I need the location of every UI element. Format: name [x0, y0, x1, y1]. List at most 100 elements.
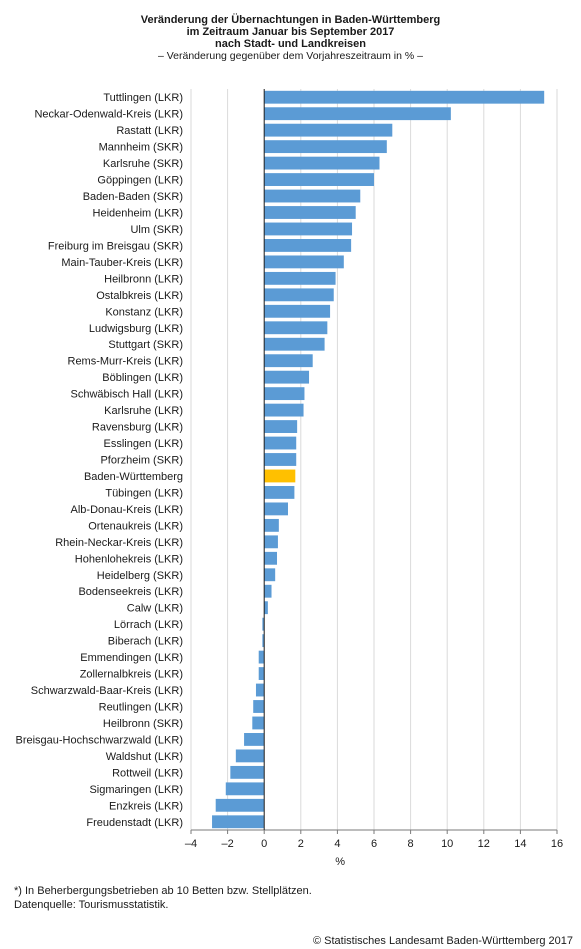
- copyright-credit: © Statistisches Landesamt Baden-Württemb…: [312, 935, 573, 947]
- category-label: Main-Tauber-Kreis (LKR): [61, 257, 183, 269]
- bar: [264, 568, 276, 582]
- bar: [264, 107, 451, 121]
- bar: [264, 453, 297, 466]
- bar: [264, 403, 304, 417]
- category-label: Bodenseekreis (LKR): [78, 586, 183, 598]
- x-tick-label: 0: [261, 838, 267, 850]
- x-tick-label: 12: [478, 838, 490, 850]
- category-label: Freiburg im Breisgau (SKR): [48, 240, 183, 252]
- bar: [264, 535, 278, 549]
- category-label: Hohenlohekreis (LKR): [75, 553, 183, 565]
- x-tick-label: –2: [221, 838, 233, 850]
- bar: [264, 321, 328, 335]
- chart-title-line-1: Veränderung der Übernachtungen in Baden-…: [140, 14, 441, 26]
- category-label: Ulm (SKR): [130, 224, 183, 236]
- bar: [264, 189, 361, 203]
- bar: [264, 173, 374, 186]
- bar: [264, 222, 353, 236]
- category-label: Stuttgart (SKR): [108, 339, 183, 351]
- category-label: Böblingen (LKR): [102, 372, 183, 384]
- bar: [264, 239, 352, 252]
- footnote-beds: *) In Beherbergungsbetrieben ab 10 Bette…: [14, 885, 312, 897]
- footnote-source: Datenquelle: Tourismusstatistik.: [14, 899, 169, 911]
- category-label: Karlsruhe (LKR): [104, 405, 183, 417]
- footnote-block: *) In Beherbergungsbetrieben ab 10 Bette…: [14, 884, 312, 912]
- category-label: Emmendingen (LKR): [80, 652, 183, 664]
- bar: [215, 798, 265, 812]
- category-label: Rhein-Neckar-Kreis (LKR): [55, 537, 183, 549]
- category-label: Lörrach (LKR): [114, 619, 183, 631]
- bar: [253, 700, 265, 713]
- category-label: Enzkreis (LKR): [109, 800, 183, 812]
- category-label: Ravensburg (LKR): [92, 422, 183, 434]
- chart-subtitle: – Veränderung gegenüber dem Vorjahreszei…: [157, 50, 423, 62]
- bar: [264, 601, 268, 615]
- bar-chart: Tuttlingen (LKR) Neckar-Odenwald-Kreis (L…: [15, 89, 563, 868]
- x-tick-label: 16: [551, 838, 563, 850]
- bar: [264, 518, 279, 532]
- x-tick-label: 6: [371, 838, 377, 850]
- bar: [258, 650, 265, 664]
- category-label: Mannheim (SKR): [99, 142, 183, 154]
- x-tick-label: –4: [185, 838, 197, 850]
- category-label: Schwäbisch Hall (LKR): [71, 389, 183, 401]
- x-tick-label: 4: [334, 838, 340, 850]
- category-label: Pforzheim (SKR): [100, 455, 183, 467]
- bar: [264, 420, 298, 433]
- category-label: Ortenaukreis (LKR): [88, 520, 183, 532]
- category-label: Göppingen (LKR): [97, 175, 183, 187]
- chart-title-line-3: nach Stadt- und Landkreisen: [215, 38, 366, 50]
- x-tick-label: 2: [298, 838, 304, 850]
- category-label: Reutlingen (LKR): [99, 702, 183, 714]
- category-label: Tuttlingen (LKR): [103, 92, 183, 104]
- bar: [264, 140, 387, 154]
- category-label: Alb-Donau-Kreis (LKR): [71, 504, 183, 516]
- bar: [264, 551, 278, 565]
- category-label: Karlsruhe (SKR): [103, 158, 183, 170]
- bar: [264, 156, 380, 170]
- category-label: Esslingen (LKR): [104, 438, 183, 450]
- category-label: Freudenstadt (LKR): [86, 817, 183, 829]
- category-label: Tübingen (LKR): [105, 487, 183, 499]
- category-label: Ludwigsburg (LKR): [89, 323, 183, 335]
- bar: [264, 502, 288, 516]
- chart-title-line-2: im Zeitraum Januar bis September 2017: [186, 26, 395, 38]
- category-label: Sigmaringen (LKR): [89, 784, 183, 796]
- bar: [264, 304, 331, 318]
- bar: [264, 469, 296, 483]
- x-tick-label: 8: [408, 838, 414, 850]
- bar: [258, 667, 265, 680]
- category-label: Waldshut (LKR): [106, 751, 183, 763]
- category-label: Zollernalbkreis (LKR): [80, 669, 183, 681]
- category-label: Heidenheim (LKR): [93, 208, 183, 220]
- bar: [262, 617, 265, 631]
- bar: [225, 782, 265, 796]
- category-label: Heilbronn (LKR): [104, 273, 183, 285]
- category-label: Rems-Murr-Kreis (LKR): [68, 356, 184, 368]
- category-label: Rottweil (LKR): [112, 767, 183, 779]
- bar: [264, 436, 297, 450]
- category-label: Ostalbkreis (LKR): [96, 290, 183, 302]
- bar: [264, 206, 356, 219]
- bar: [264, 271, 336, 285]
- category-label: Baden-Baden (SKR): [83, 191, 183, 203]
- category-label: Biberach (LKR): [108, 636, 183, 648]
- category-label: Neckar-Odenwald-Kreis (LKR): [34, 109, 183, 121]
- bar: [264, 486, 295, 499]
- bar: [262, 634, 265, 648]
- category-label: Baden-Württemberg: [84, 471, 183, 483]
- bar: [264, 584, 272, 598]
- bar: [264, 354, 313, 368]
- category-label: Calw (LKR): [127, 603, 183, 615]
- bar: [264, 123, 393, 137]
- bar: [230, 765, 265, 779]
- category-label: Heilbronn (SKR): [103, 718, 183, 730]
- bar: [255, 683, 265, 697]
- bar: [264, 255, 344, 269]
- x-tick-label: 14: [514, 838, 526, 850]
- category-label: Rastatt (LKR): [116, 125, 183, 137]
- category-label: Heidelberg (SKR): [97, 570, 183, 582]
- chart-title-block: Veränderung der Übernachtungen in Baden-…: [0, 14, 581, 63]
- category-label: Konstanz (LKR): [105, 306, 183, 318]
- bar: [212, 815, 265, 829]
